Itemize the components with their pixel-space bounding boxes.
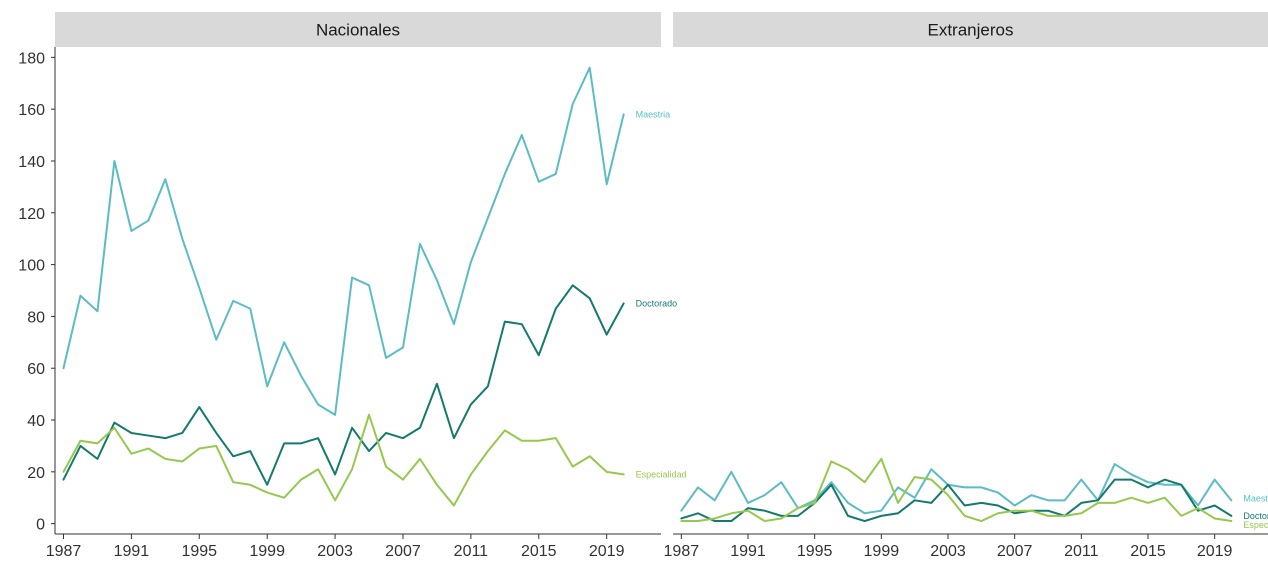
- panel-extranjeros: Extranjeros 1987 1991 1995 1999 2003 2007 2011 2…: [664, 12, 1268, 560]
- x-tick-label: 2011: [1064, 543, 1099, 560]
- x-tick-label: 1987: [46, 543, 82, 560]
- x-tick-label: 2007: [997, 543, 1033, 560]
- y-tick-label: 100: [18, 258, 45, 275]
- series-label-doctorado: Doctorado: [636, 298, 678, 308]
- x-tick-label: 1991: [730, 543, 766, 560]
- x-tick-label: 1995: [797, 543, 833, 560]
- facet-strip: [55, 12, 661, 47]
- series-line-doctorado: [62, 284, 625, 486]
- series-line-maestria: [680, 463, 1233, 515]
- x-tick-label: 1999: [864, 543, 900, 560]
- x-tick-label: 1987: [664, 543, 700, 560]
- x-tick-label: 2007: [385, 543, 421, 560]
- y-tick-label: 60: [27, 361, 45, 378]
- y-tick-label: 40: [27, 413, 45, 430]
- x-tick-label: 1991: [114, 543, 150, 560]
- y-tick-label: 20: [27, 465, 45, 482]
- y-tick-label: 0: [36, 517, 45, 534]
- x-tick-label: 2015: [521, 543, 557, 560]
- x-tick-label: 2015: [1130, 543, 1166, 560]
- y-tick-label: 160: [18, 102, 45, 119]
- series-line-doctorado: [680, 478, 1233, 523]
- x-tick-label: 2019: [1197, 543, 1233, 560]
- series-label-maestria: Maestria: [636, 109, 671, 119]
- y-tick-label: 120: [18, 206, 45, 223]
- facet-title: Nacionales: [316, 21, 400, 40]
- facet-title: Extranjeros: [928, 21, 1014, 40]
- x-tick-label: 1995: [181, 543, 217, 560]
- x-tick-label: 1999: [249, 543, 285, 560]
- panel-nacionales: Nacionales 0 20 40 60 80 100 120 140 160 180 1987 19…: [18, 12, 687, 560]
- y-tick-label: 180: [18, 50, 45, 67]
- series-line-especialidad: [62, 413, 625, 507]
- series-line-maestria: [62, 66, 625, 416]
- series-label-especialidad: Especialidad: [636, 469, 687, 479]
- x-tick-label: 2011: [454, 543, 489, 560]
- x-tick-label: 2019: [589, 543, 625, 560]
- series-label-maestria: Maestria: [1243, 493, 1268, 503]
- x-tick-label: 2003: [930, 543, 966, 560]
- y-tick-label: 140: [18, 154, 45, 171]
- panels-layer: Nacionales 0 20 40 60 80 100 120 140 160 180 1987 19…: [18, 12, 1268, 560]
- series-line-especialidad: [680, 457, 1233, 523]
- series-label-doctorado: Doctorado: [1243, 511, 1268, 521]
- facet-strip: [673, 12, 1268, 47]
- x-tick-label: 2003: [317, 543, 353, 560]
- series-label-especialidad: Especialidad: [1243, 520, 1268, 530]
- y-tick-label: 80: [27, 309, 45, 326]
